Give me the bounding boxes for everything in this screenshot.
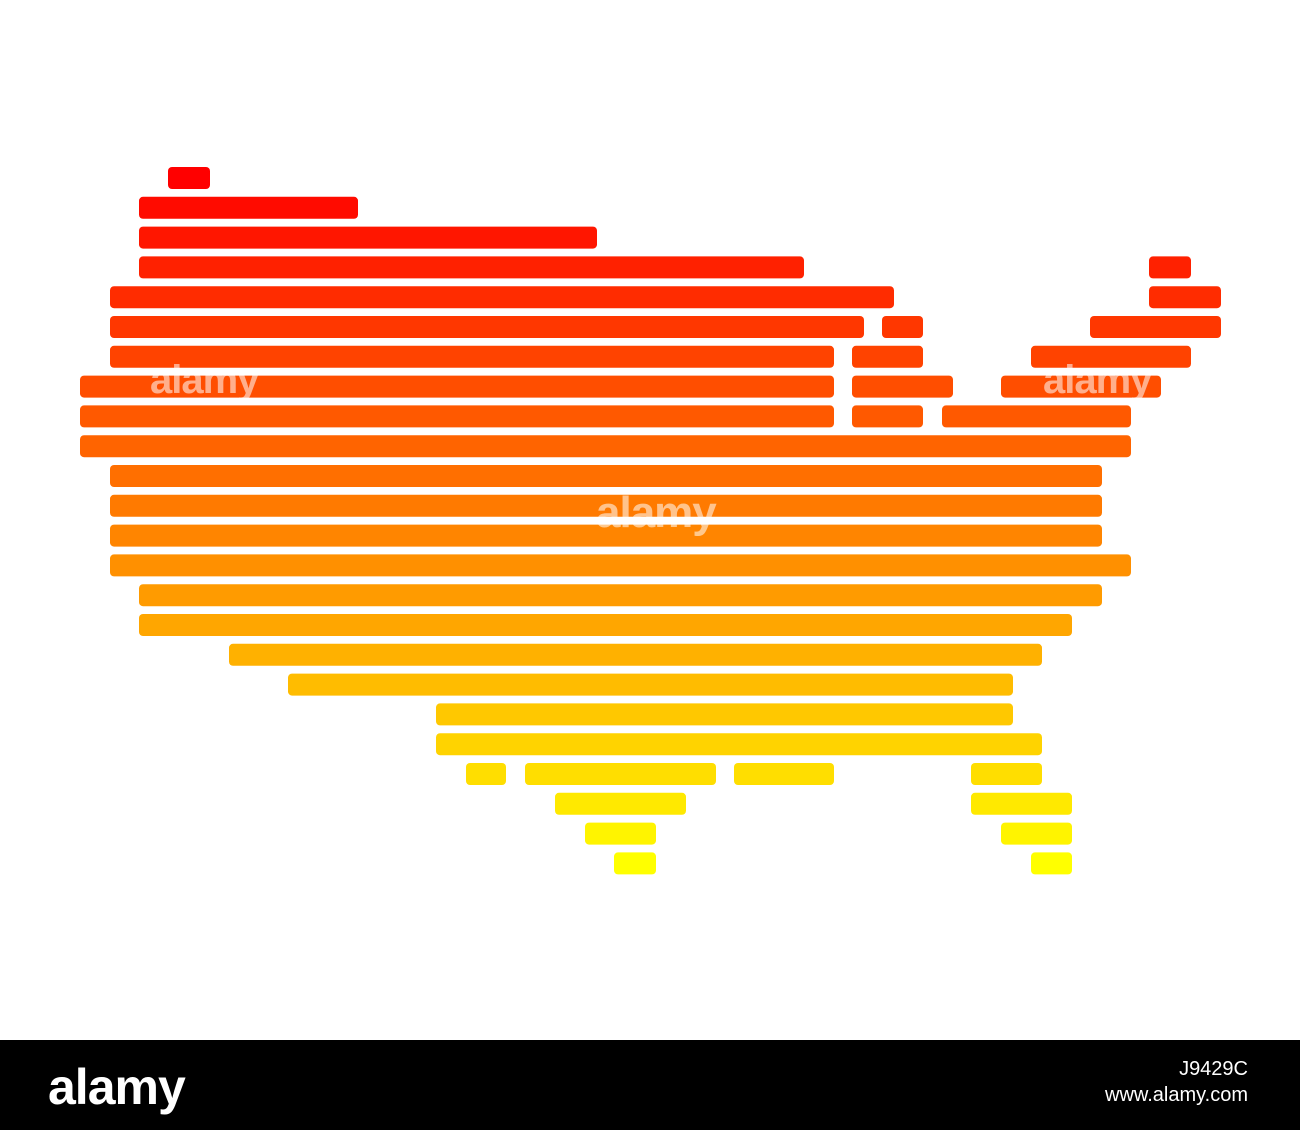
map-stripe-row-8-seg-2 bbox=[852, 375, 953, 398]
us-stripe-map bbox=[80, 167, 1221, 875]
map-stripe-row-14-seg-1 bbox=[110, 554, 1131, 577]
map-area: alamy alamy alamy bbox=[80, 167, 1221, 875]
map-stripe-row-21-seg-2 bbox=[525, 763, 716, 785]
map-stripe-row-23-seg-1 bbox=[585, 822, 656, 845]
map-stripe-row-19-seg-1 bbox=[436, 703, 1013, 726]
map-stripe-row-9-seg-1 bbox=[80, 405, 834, 428]
map-stripe-row-5-seg-1 bbox=[110, 286, 894, 309]
map-stripe-row-9-seg-2 bbox=[852, 405, 923, 428]
map-stripe-row-5-seg-2 bbox=[1149, 286, 1221, 309]
map-stripe-row-7-seg-2 bbox=[852, 345, 923, 368]
map-stripe-row-16-seg-1 bbox=[139, 614, 1072, 636]
map-stripe-row-12-seg-1 bbox=[110, 494, 1102, 517]
footer-url: www.alamy.com bbox=[1105, 1084, 1248, 1106]
footer-image-info: J9429C www.alamy.com bbox=[1105, 1056, 1248, 1108]
map-stripe-row-10-seg-1 bbox=[80, 435, 1131, 458]
footer-logo: alamy bbox=[48, 1059, 186, 1115]
footer-bar: alamy J9429C www.alamy.com bbox=[0, 1040, 1300, 1130]
map-stripe-row-3-seg-1 bbox=[139, 226, 597, 249]
map-stripe-row-20-seg-1 bbox=[436, 733, 1042, 756]
map-stripe-row-8-seg-1 bbox=[80, 375, 834, 398]
map-stripe-row-17-seg-1 bbox=[229, 643, 1042, 666]
map-stripe-row-21-seg-4 bbox=[971, 763, 1042, 785]
map-stripe-row-9-seg-3 bbox=[942, 405, 1131, 428]
map-stripe-row-24-seg-1 bbox=[614, 852, 656, 875]
map-stripe-row-7-seg-3 bbox=[1031, 345, 1191, 368]
map-stripe-row-22-seg-2 bbox=[971, 792, 1072, 815]
map-stripe-row-21-seg-3 bbox=[734, 763, 834, 785]
map-stripe-row-4-seg-1 bbox=[139, 256, 804, 279]
map-stripe-row-21-seg-1 bbox=[466, 763, 506, 785]
footer-image-id: J9429C bbox=[1179, 1058, 1248, 1080]
map-stripe-row-23-seg-2 bbox=[1001, 822, 1072, 845]
map-stripe-row-4-seg-2 bbox=[1149, 256, 1191, 279]
map-stripe-row-6-seg-2 bbox=[882, 316, 923, 338]
map-stripe-row-1-seg-1 bbox=[168, 167, 210, 189]
map-stripe-row-7-seg-1 bbox=[110, 345, 834, 368]
map-stripe-row-2-seg-1 bbox=[139, 196, 358, 219]
map-stripe-row-11-seg-1 bbox=[110, 465, 1102, 487]
map-stripe-row-22-seg-1 bbox=[555, 792, 686, 815]
map-stripe-row-15-seg-1 bbox=[139, 584, 1102, 607]
map-stripe-row-13-seg-1 bbox=[110, 524, 1102, 547]
map-stripe-row-6-seg-1 bbox=[110, 316, 864, 338]
map-stripe-row-8-seg-3 bbox=[1001, 375, 1161, 398]
map-stripe-row-6-seg-3 bbox=[1090, 316, 1221, 338]
map-stripe-row-18-seg-1 bbox=[288, 673, 1013, 696]
map-stripe-row-24-seg-2 bbox=[1031, 852, 1072, 875]
